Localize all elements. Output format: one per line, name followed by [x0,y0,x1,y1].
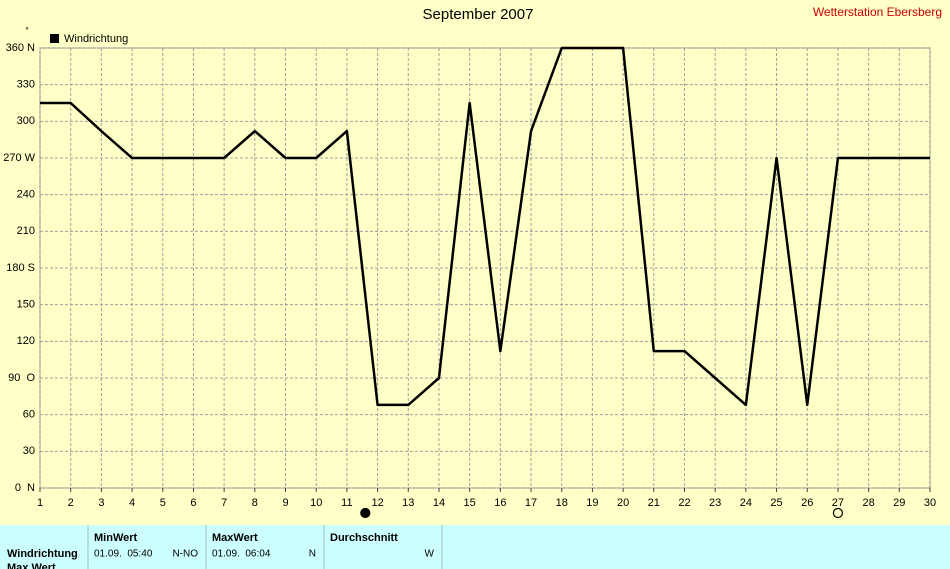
column-header: MaxWert [212,532,258,544]
table-background [0,525,950,569]
y-tick-label: 270 W [3,152,35,164]
x-tick-label: 16 [494,497,506,509]
x-tick-label: 19 [586,497,598,509]
y-unit: ° [25,25,29,35]
x-tick-label: 5 [160,497,166,509]
cell-direction: N-NO [172,549,198,560]
x-tick-label: 11 [341,497,352,509]
y-tick-label: 330 [17,79,35,91]
cell-time: 01.09. 05:40 [94,549,153,560]
x-tick-label: 15 [464,497,476,509]
x-tick-label: 14 [433,497,445,509]
x-tick-label: 6 [190,497,196,509]
y-tick-label: 210 [17,225,35,237]
y-tick-label: 240 [17,189,35,201]
y-tick-label: 0 N [15,482,35,494]
x-tick-label: 29 [893,497,905,509]
x-tick-label: 7 [221,497,227,509]
row-label: Windrichtung [7,548,78,560]
moon-marker [832,507,844,519]
x-tick-label: 10 [310,497,322,509]
x-tick-label: 13 [402,497,414,509]
x-tick-label: 21 [648,497,660,509]
data-line [40,46,930,407]
x-tick-label: 22 [678,497,690,509]
y-tick-label: 120 [17,335,35,347]
x-tick-label: 18 [556,497,568,509]
x-tick-label: 8 [252,497,258,509]
y-tick-label: 150 [17,299,35,311]
row-label: Max Wert [7,562,56,569]
x-tick-label: 20 [617,497,629,509]
x-tick-label: 25 [770,497,782,509]
y-tick-label: 300 [17,115,35,127]
y-tick-label: 90 O [8,372,35,384]
x-tick-label: 17 [525,497,537,509]
x-tick-label: 30 [924,497,936,509]
cell-time: 01.09. 06:04 [212,549,271,560]
y-tick-label: 60 [23,409,35,421]
x-tick-label: 24 [740,497,752,509]
x-tick-label: 2 [68,497,74,509]
cell-direction: N [309,549,316,560]
column-header: MinWert [94,532,138,544]
y-tick-label: 30 [23,445,35,457]
y-tick-label: 180 S [6,262,35,274]
y-tick-label: 360 N [6,42,35,54]
moon-marker [360,507,371,519]
x-tick-label: 1 [37,497,43,509]
x-tick-label: 4 [129,497,135,509]
x-tick-label: 23 [709,497,721,509]
x-tick-label: 12 [371,497,383,509]
station-name: Wetterstation Ebersberg [813,5,942,19]
cell-direction: W [425,549,435,560]
chart-title: September 2007 [423,6,534,23]
x-tick-label: 9 [282,497,288,509]
legend-swatch [50,34,59,43]
x-tick-label: 26 [801,497,813,509]
x-tick-label: 28 [862,497,874,509]
x-tick-label: 3 [98,497,104,509]
column-header: Durchschnitt [330,532,398,544]
x-tick-label: 27 [832,497,844,509]
legend-label: Windrichtung [64,33,128,45]
